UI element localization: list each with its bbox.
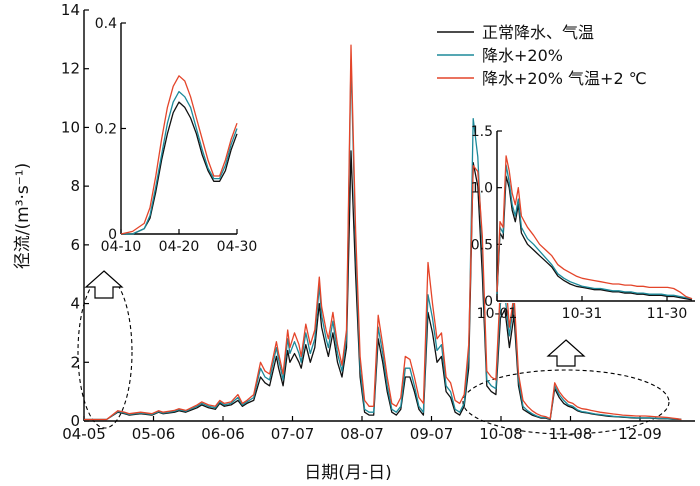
series-line-2	[496, 164, 693, 300]
x-tick-label: 04-10	[101, 239, 142, 255]
x-tick-label: 10-08	[479, 425, 523, 443]
x-tick-label: 11-08	[549, 425, 593, 443]
y-tick-label: 0	[108, 227, 117, 243]
y-tick-label: 2	[70, 353, 80, 371]
y-tick-label: 12	[61, 60, 80, 78]
y-tick-label: 0	[70, 412, 80, 430]
series-line-3	[120, 75, 238, 235]
highlight-ellipse-october	[462, 369, 670, 435]
y-tick-label: 10	[61, 118, 80, 136]
y-tick-label: 1.5	[471, 124, 493, 140]
y-tick-label: 8	[70, 177, 80, 195]
legend-label-3: 降水+20% 气温+2 ℃	[482, 69, 647, 88]
series-line-1	[121, 101, 238, 235]
x-tick-label: 09-07	[410, 425, 454, 443]
y-tick-label: 6	[70, 236, 80, 254]
x-tick-label: 04-30	[217, 239, 258, 255]
x-tick-label: 06-06	[201, 425, 245, 443]
y-tick-label: 0	[484, 294, 493, 310]
inset-left-background	[121, 20, 239, 234]
y-tick-label: 0.2	[95, 122, 117, 138]
series-line-1	[496, 175, 693, 301]
series-line-3	[84, 44, 682, 421]
y-tick-label: 14	[61, 1, 80, 19]
inset-right-background	[497, 128, 697, 303]
series-line-2	[84, 59, 682, 421]
up-arrow-icon-left	[84, 270, 124, 299]
highlight-ellipse-april	[77, 275, 133, 429]
y-tick-label: 0.4	[95, 16, 117, 32]
x-tick-label: 04-20	[159, 239, 200, 255]
inset-left-chart: 0 0.2 0.4 04-10 04-20 04-30	[95, 16, 258, 255]
x-tick-label: 05-06	[132, 425, 176, 443]
x-tick-label: 07-07	[271, 425, 315, 443]
x-tick-label: 04-05	[62, 425, 106, 443]
x-tick-label: 11-30	[647, 306, 688, 322]
legend-label-2: 降水+20%	[482, 46, 563, 65]
x-tick-label: 08-07	[340, 425, 384, 443]
y-tick-label: 1.0	[471, 181, 493, 197]
legend-label-1: 正常降水、气温	[482, 23, 594, 42]
x-tick-label: 10-31	[562, 306, 603, 322]
series-line-2	[121, 90, 238, 235]
y-axis-label: 径流/(m³·s⁻¹)	[13, 163, 33, 269]
x-tick-label: 12-09	[618, 425, 662, 443]
y-tick-label: 0.5	[471, 237, 493, 253]
up-arrow-icon-right	[546, 339, 586, 367]
main-axes: 0 2 4 6 8 10 12 14 04-05 05-06 06-06 07-07 08-07 09-0…	[13, 1, 695, 483]
x-axis-label: 日期(月-日)	[304, 463, 391, 483]
x-tick-label: 10-01	[477, 306, 518, 322]
series-line-3	[496, 155, 693, 300]
y-tick-label: 4	[70, 295, 80, 313]
inset-right-chart: 0 0.5 1.0 1.5 10-01 10-31 11-30	[471, 124, 697, 322]
